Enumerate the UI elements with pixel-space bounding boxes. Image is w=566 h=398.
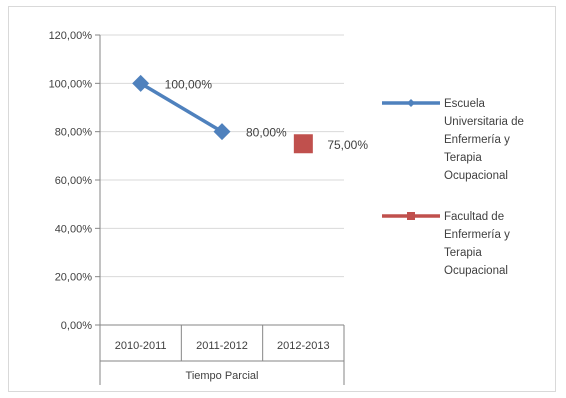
x-tick-label: 2011-2012 — [196, 340, 248, 352]
legend-entry-text: Facultad de — [444, 211, 504, 223]
data-label: 100,00% — [165, 77, 213, 91]
y-tick-label: 40,00% — [55, 223, 93, 235]
legend-swatch-marker — [407, 99, 415, 107]
y-tick-label: 100,00% — [49, 78, 93, 90]
legend-entry-text: Universitaria de — [444, 116, 524, 128]
y-tick-label: 20,00% — [55, 272, 93, 284]
legend-entry-text: Enfermería y — [444, 134, 510, 146]
y-tick-label: 60,00% — [55, 175, 93, 187]
legend-entry-text: Escuela — [444, 98, 486, 110]
data-point — [213, 123, 231, 141]
legend-entry-text: Terapia — [444, 152, 482, 164]
x-tick-label: 2010-2011 — [115, 340, 167, 352]
legend-entry-text: Ocupacional — [444, 170, 508, 182]
y-tick-label: 120,00% — [49, 30, 93, 42]
data-point — [132, 74, 150, 92]
chart-frame — [8, 6, 556, 392]
y-tick-label: 80,00% — [55, 127, 93, 139]
legend-entry-text: Enfermería y — [444, 229, 510, 241]
legend-swatch-marker — [407, 212, 415, 220]
x-tick-label: 2012-2013 — [277, 340, 330, 352]
y-tick-label: 0,00% — [61, 320, 92, 332]
x-group-label: Tiempo Parcial — [186, 370, 259, 382]
data-label: 75,00% — [327, 138, 368, 152]
series-line — [139, 81, 223, 134]
legend-entry-text: Ocupacional — [444, 265, 508, 277]
data-label: 80,00% — [246, 126, 287, 140]
data-point — [293, 134, 313, 154]
legend-entry-text: Terapia — [444, 247, 482, 259]
